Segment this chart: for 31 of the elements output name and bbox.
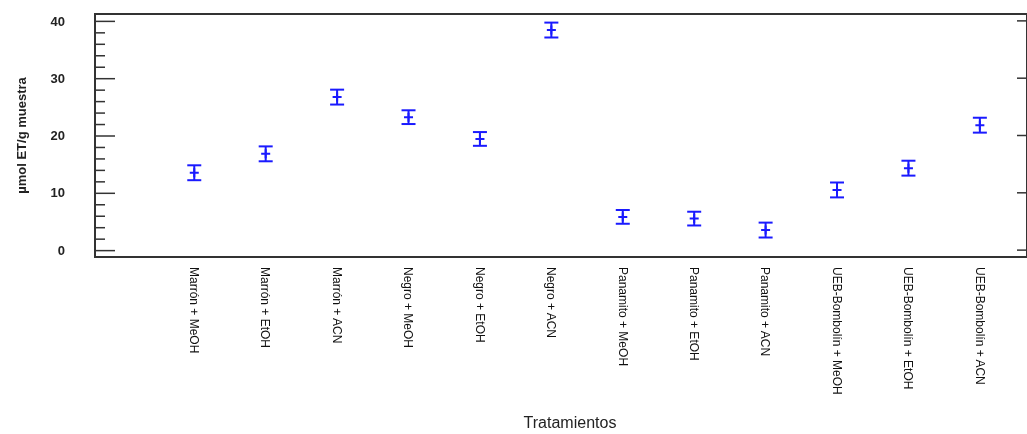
x-tick-label: Negro + MeOH xyxy=(401,267,416,349)
point xyxy=(832,185,842,195)
x-tick-label: Panamito + MeOH xyxy=(615,267,630,367)
x-tick-label: Marrón + ACN xyxy=(329,267,344,344)
y-tick-label: 0 xyxy=(57,242,65,258)
point xyxy=(189,168,199,178)
point xyxy=(618,212,628,222)
y-tick-label: 30 xyxy=(50,70,65,86)
y-axis-title: µmol ET/g muestra xyxy=(14,76,29,194)
point xyxy=(689,214,699,224)
x-tick-label: UEB-Bombolín + EtOH xyxy=(901,267,916,390)
x-tick-label: Negro + ACN xyxy=(544,267,559,339)
x-tick-label: Negro + EtOH xyxy=(472,267,487,343)
x-tick-label: Marrón + EtOH xyxy=(258,267,273,349)
x-tick-label: UEB-Bombolín + ACN xyxy=(972,267,987,385)
x-tick-label: Marrón + MeOH xyxy=(187,267,202,354)
x-tick-label: Panamito + EtOH xyxy=(686,267,701,361)
point xyxy=(903,163,913,173)
y-tick-label: 10 xyxy=(50,185,65,201)
point xyxy=(404,112,414,122)
point xyxy=(546,25,556,35)
point xyxy=(975,120,985,130)
point xyxy=(261,149,271,159)
point xyxy=(475,134,485,144)
point xyxy=(332,92,342,102)
y-tick-label: 40 xyxy=(50,13,65,29)
y-tick-label: 20 xyxy=(50,128,65,144)
x-tick-label: Panamito + ACN xyxy=(758,267,773,357)
x-tick-label: UEB-Bombolín + MeOH xyxy=(829,267,844,395)
x-axis-title: Tratamientos xyxy=(523,414,617,431)
point xyxy=(761,225,771,235)
